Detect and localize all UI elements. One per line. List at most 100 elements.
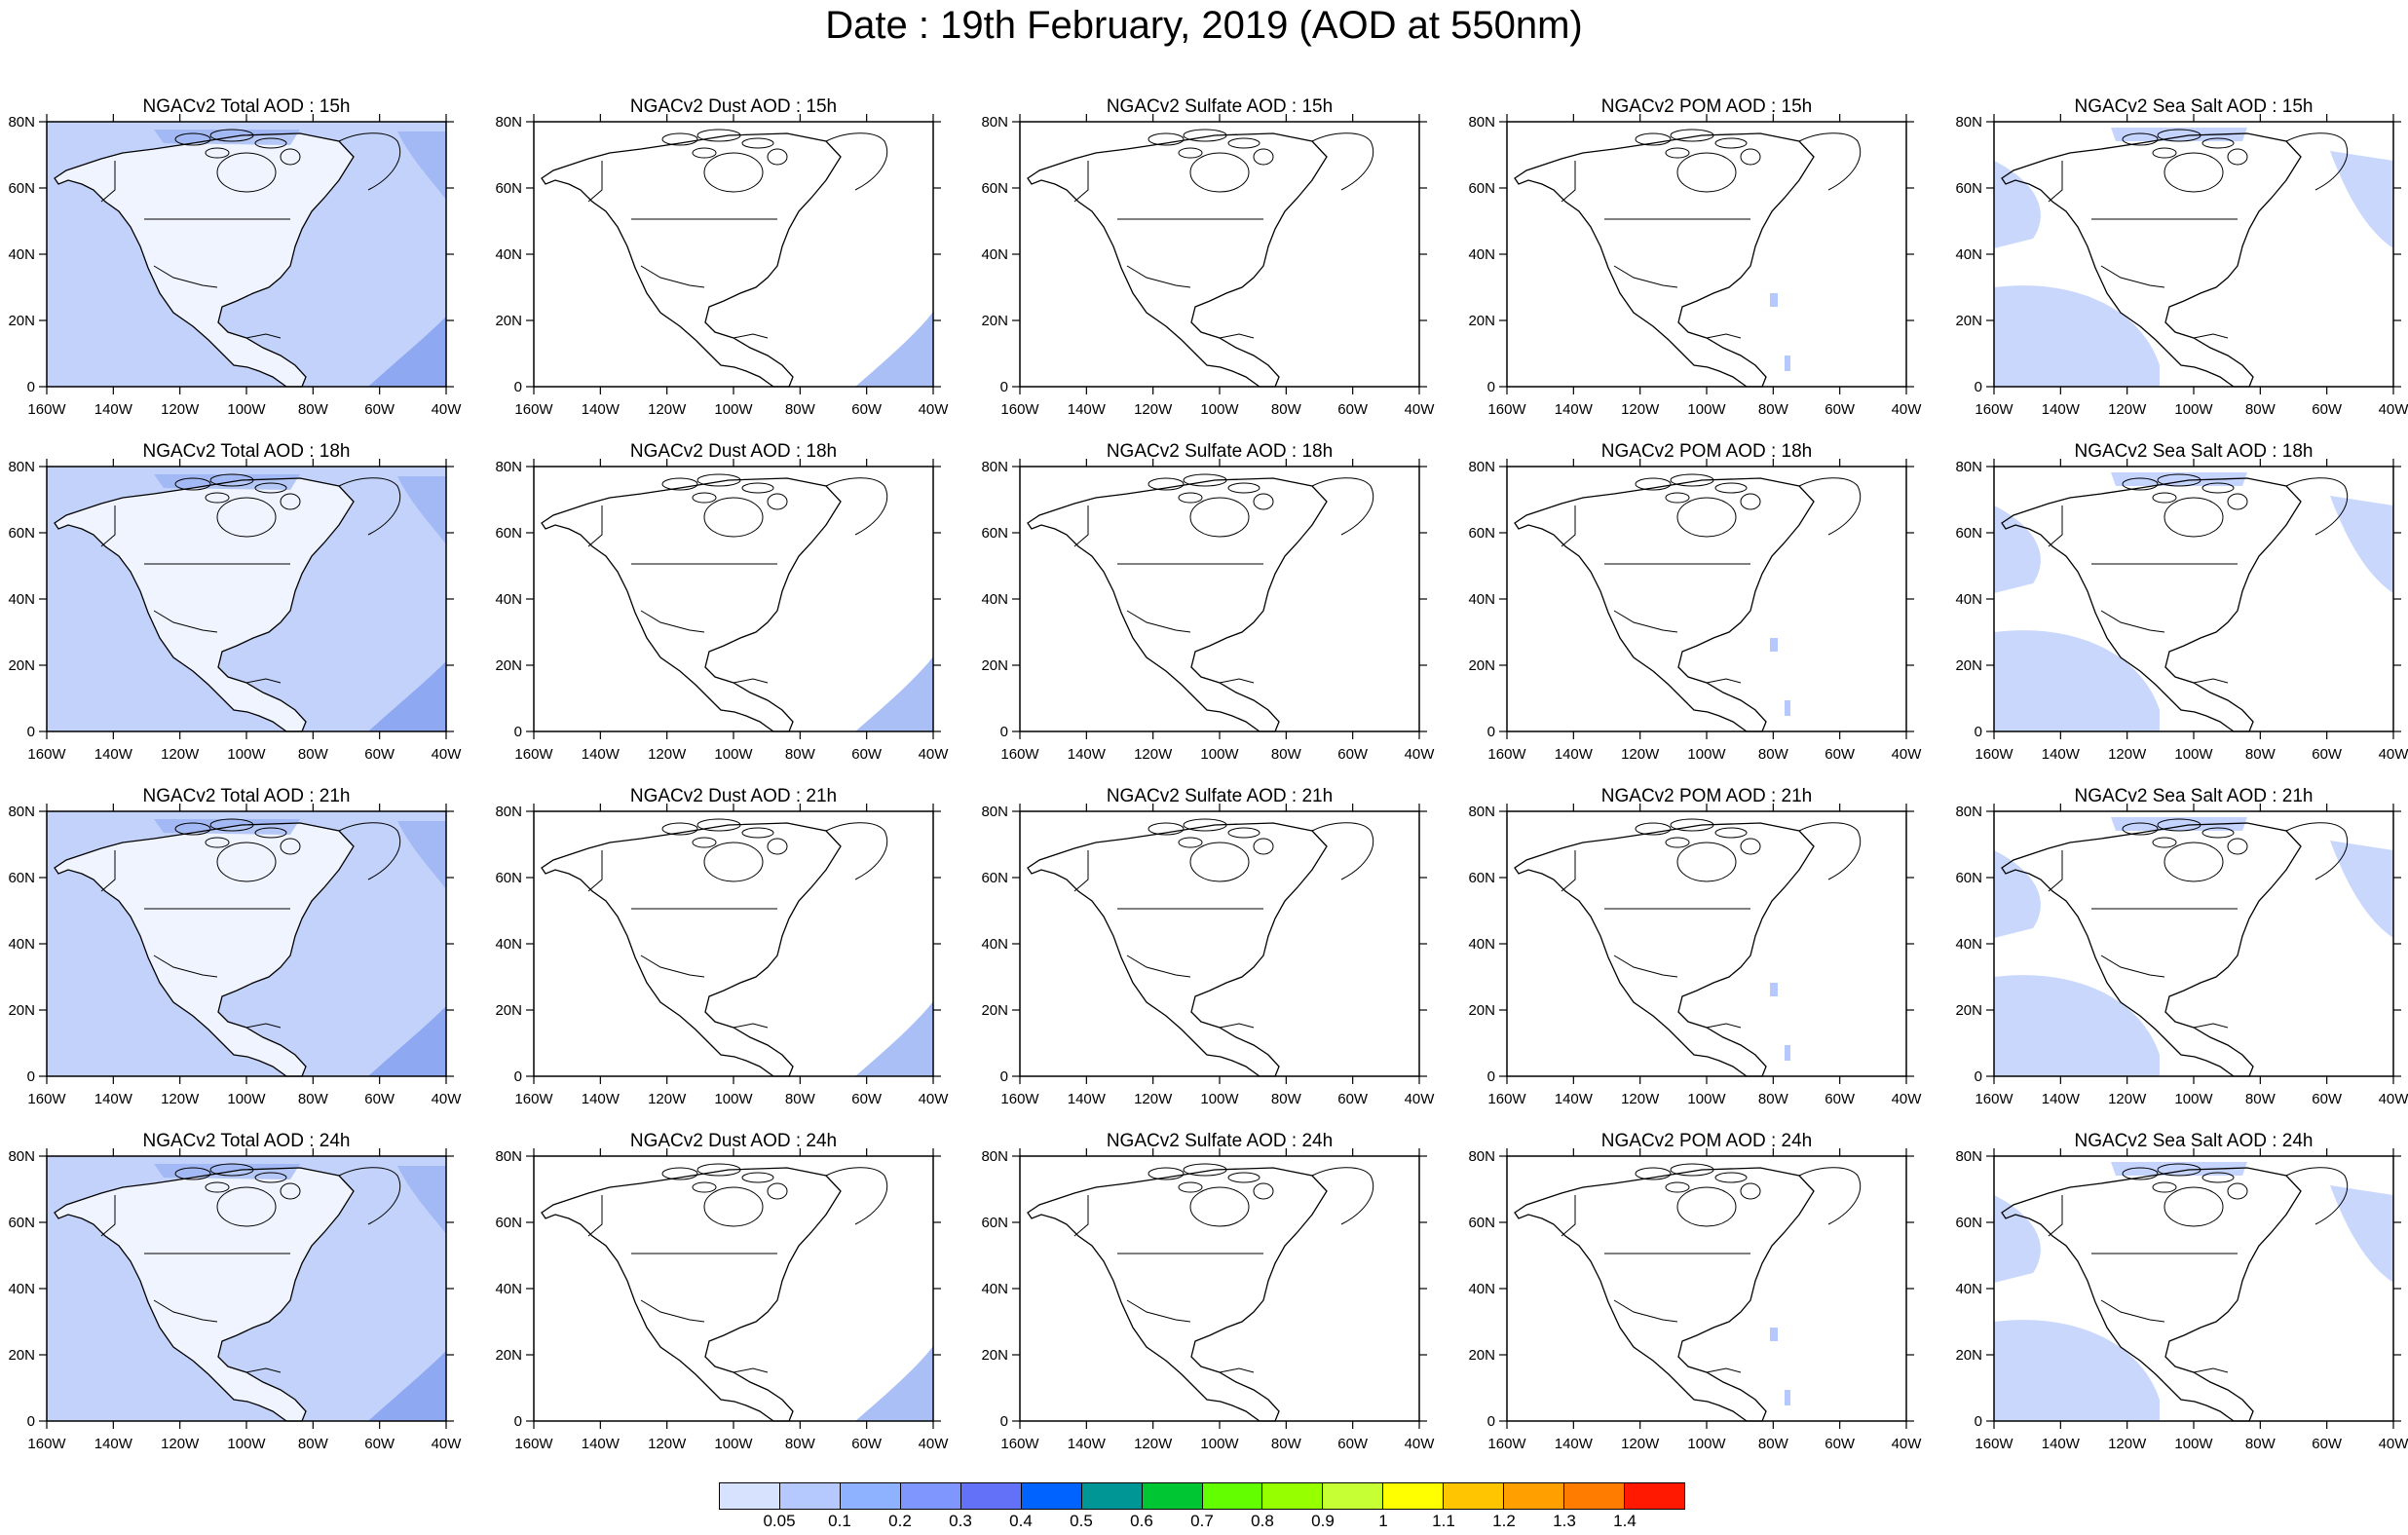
lon-label: 40W — [919, 1436, 950, 1452]
lon-label: 120W — [1621, 1091, 1660, 1107]
lat-label: 60N — [495, 1215, 522, 1231]
lat-label: 40N — [981, 1281, 1008, 1297]
lon-label: 80W — [785, 1091, 816, 1107]
lat-label: 0 — [1487, 1413, 1495, 1430]
colorbar-label: 0.6 — [1130, 1512, 1153, 1530]
lat-label: 0 — [1975, 1068, 1982, 1085]
colorbar-swatch — [1323, 1483, 1384, 1509]
lat-label: 40N — [495, 936, 522, 953]
colorbar-swatch — [1021, 1483, 1082, 1509]
lat-label: 20N — [8, 657, 35, 674]
lat-label: 80N — [1468, 114, 1495, 131]
map-frame — [533, 121, 934, 388]
lon-label: 60W — [1337, 1436, 1369, 1452]
lon-label: 120W — [648, 1436, 687, 1452]
lon-label: 80W — [2245, 1091, 2276, 1107]
lat-label: 80N — [1468, 804, 1495, 820]
lat-label: 0 — [1000, 1413, 1008, 1430]
lat-label: 0 — [1975, 1413, 1982, 1430]
lat-label: 60N — [8, 870, 35, 886]
map-panel-pom-3: NGACv2 POM AOD : 24h 0 20N 40N 60N 80N 160W 140… — [1468, 1131, 1922, 1452]
lat-label: 80N — [1955, 1148, 1982, 1165]
lon-label: 140W — [1555, 1091, 1594, 1107]
lon-label: 140W — [94, 746, 133, 763]
lon-label: 120W — [648, 746, 687, 763]
lat-label: 20N — [981, 313, 1008, 329]
lat-label: 60N — [1955, 525, 1982, 542]
lon-label: 160W — [514, 1091, 553, 1107]
lon-label: 100W — [227, 401, 266, 418]
colorbar-label: 1 — [1378, 1512, 1388, 1530]
lat-label: 80N — [8, 459, 35, 475]
lon-label: 120W — [161, 1436, 200, 1452]
lon-label: 60W — [364, 1436, 395, 1452]
map-panel-sulfate-2: NGACv2 Sulfate AOD : 21h 0 20N 40N 60N 80N 160… — [981, 786, 1435, 1107]
lat-label: 60N — [1955, 870, 1982, 886]
lat-label: 20N — [1955, 313, 1982, 329]
lat-label: 80N — [1468, 1148, 1495, 1165]
lon-label: 140W — [1068, 1436, 1107, 1452]
map-panel-dust-1: NGACv2 Dust AOD : 18h 0 20N 40N 60N 80N 160W 14… — [495, 441, 949, 763]
colorbar-swatch — [1504, 1483, 1565, 1509]
lat-label: 60N — [1468, 870, 1495, 886]
map-frame — [1019, 810, 1420, 1077]
lon-label: 120W — [1134, 1091, 1173, 1107]
lat-label: 80N — [1955, 114, 1982, 131]
lat-label: 80N — [495, 114, 522, 131]
lon-label: 160W — [1487, 746, 1526, 763]
lat-label: 40N — [8, 246, 35, 263]
lon-label: 140W — [2042, 1091, 2081, 1107]
lat-label: 60N — [8, 1215, 35, 1231]
panel-title: NGACv2 POM AOD : 18h — [1601, 441, 1812, 462]
lon-label: 100W — [227, 746, 266, 763]
panel-title: NGACv2 Total AOD : 21h — [143, 786, 351, 806]
map-panel-pom-1: NGACv2 POM AOD : 18h 0 20N 40N 60N 80N 160W 140… — [1468, 441, 1922, 763]
lon-label: 140W — [94, 401, 133, 418]
lat-label: 0 — [514, 1068, 522, 1085]
lon-label: 160W — [514, 746, 553, 763]
lon-label: 100W — [2174, 1436, 2213, 1452]
lon-label: 160W — [1975, 746, 2013, 763]
lon-label: 120W — [1621, 746, 1660, 763]
lon-label: 60W — [2312, 746, 2343, 763]
colorbar-label: 0.5 — [1070, 1512, 1093, 1530]
lon-label: 80W — [1758, 401, 1789, 418]
lon-label: 160W — [1000, 401, 1039, 418]
panel-title: NGACv2 Sea Salt AOD : 15h — [2074, 96, 2313, 117]
lon-label: 140W — [2042, 1436, 2081, 1452]
lon-label: 40W — [1892, 746, 1923, 763]
lon-label: 140W — [2042, 401, 2081, 418]
lat-label: 0 — [1975, 724, 1982, 740]
lon-label: 160W — [1000, 1436, 1039, 1452]
map-frame — [533, 1155, 934, 1422]
colorbar — [719, 1482, 1685, 1510]
lon-label: 60W — [1825, 1436, 1856, 1452]
lon-label: 80W — [1758, 746, 1789, 763]
panel-title: NGACv2 Sulfate AOD : 21h — [1107, 786, 1333, 806]
colorbar-label: 1.3 — [1553, 1512, 1576, 1530]
lat-label: 0 — [27, 1413, 35, 1430]
colorbar-swatch — [1625, 1483, 1684, 1509]
lon-label: 80W — [2245, 746, 2276, 763]
lat-label: 60N — [1955, 1215, 1982, 1231]
lon-label: 100W — [1687, 401, 1726, 418]
lat-label: 80N — [1955, 804, 1982, 820]
lon-label: 40W — [1892, 1436, 1923, 1452]
lon-label: 80W — [1758, 1091, 1789, 1107]
lon-label: 160W — [1487, 1091, 1526, 1107]
colorbar-swatch — [1142, 1483, 1203, 1509]
map-panel-sulfate-1: NGACv2 Sulfate AOD : 18h 0 20N 40N 60N 80N 160… — [981, 441, 1435, 763]
panel-title: NGACv2 Total AOD : 18h — [143, 441, 351, 462]
lat-label: 20N — [495, 1002, 522, 1019]
colorbar-label: 1.4 — [1613, 1512, 1637, 1530]
colorbar-label: 0.1 — [828, 1512, 851, 1530]
lon-label: 120W — [2108, 401, 2147, 418]
lon-label: 40W — [1405, 401, 1436, 418]
colorbar-swatch — [900, 1483, 961, 1509]
lon-label: 40W — [919, 1091, 950, 1107]
lat-label: 40N — [1955, 1281, 1982, 1297]
colorbar-swatch — [720, 1483, 780, 1509]
colorbar-label: 0.8 — [1251, 1512, 1274, 1530]
lat-label: 0 — [514, 379, 522, 395]
lon-label: 100W — [1687, 746, 1726, 763]
